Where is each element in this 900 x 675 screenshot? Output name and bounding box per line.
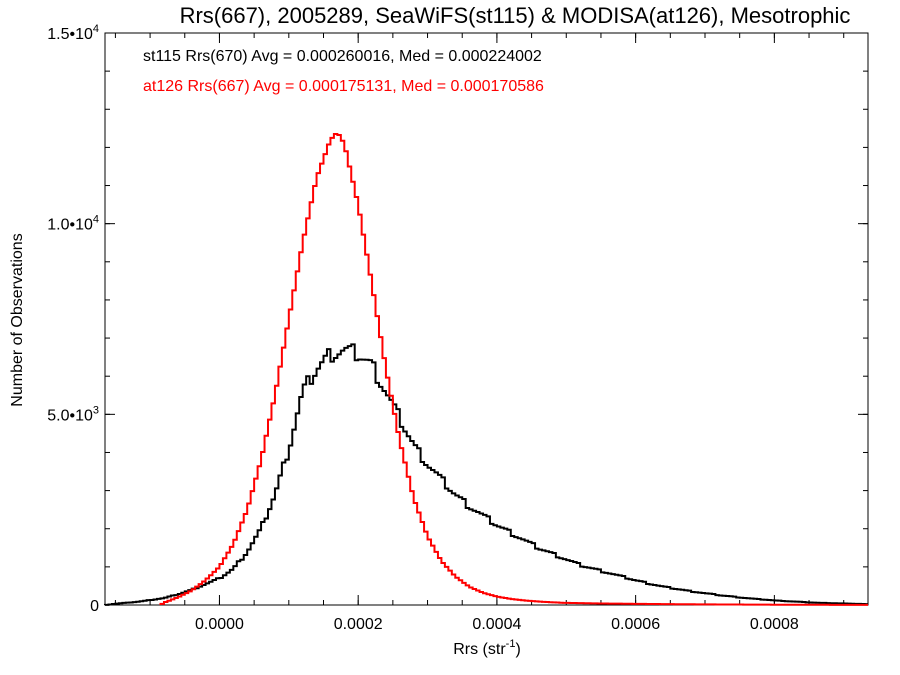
histogram-series-1 [159, 133, 868, 606]
y-tick-label: 5.0•103 [47, 404, 99, 424]
y-tick-exponent: 4 [93, 23, 99, 35]
x-tick-label: 0.0000 [195, 616, 244, 633]
tick-labels: 0.0000 0.0002 0.0004 0.0006 0.0008 0 5.0•103 1.… [47, 23, 799, 633]
axis-ticks [105, 32, 868, 606]
x-tick-label: 0.0004 [472, 616, 521, 633]
y-tick-mantissa: 0 [90, 598, 99, 615]
y-tick-mantissa: 5.0•10 [47, 407, 93, 424]
histogram-series-0 [104, 343, 868, 606]
x-tick-label: 0.0008 [750, 616, 799, 633]
legend-entry-st115: st115 Rrs(670) Avg = 0.000260016, Med = … [143, 48, 542, 65]
x-tick-label: 0.0006 [611, 616, 660, 633]
series-layer [104, 133, 868, 606]
x-axis-label: Rrs (str-1) [453, 638, 521, 658]
x-axis-label-exponent: -1 [506, 638, 516, 650]
legend-entry-at126: at126 Rrs(667) Avg = 0.000175131, Med = … [143, 78, 544, 95]
y-tick-label: 0 [90, 598, 99, 615]
plot-frame [104, 32, 869, 606]
y-tick-label: 1.0•104 [47, 214, 99, 234]
x-tick-label: 0.0002 [334, 616, 383, 633]
y-tick-mantissa: 1.0•10 [47, 217, 93, 234]
y-tick-label: 1.5•104 [47, 23, 99, 43]
y-tick-exponent: 4 [93, 214, 99, 226]
y-tick-mantissa: 1.5•10 [47, 26, 93, 43]
chart-title: Rrs(667), 2005289, SeaWiFS(st115) & MODI… [180, 3, 851, 28]
y-axis-label: Number of Observations [9, 233, 26, 406]
plot-area-border [104, 32, 869, 606]
y-tick-exponent: 3 [93, 404, 99, 416]
